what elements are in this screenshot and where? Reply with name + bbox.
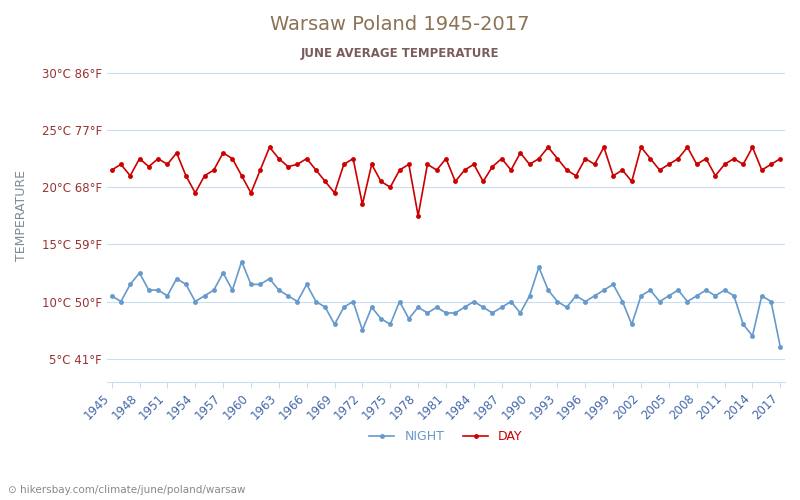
NIGHT bbox=[692, 293, 702, 299]
NIGHT bbox=[339, 304, 349, 310]
Legend: NIGHT, DAY: NIGHT, DAY bbox=[365, 425, 527, 448]
Line: NIGHT: NIGHT bbox=[110, 259, 782, 350]
DAY bbox=[265, 144, 274, 150]
DAY bbox=[702, 156, 711, 162]
DAY bbox=[729, 156, 738, 162]
NIGHT bbox=[107, 293, 117, 299]
NIGHT bbox=[674, 287, 683, 293]
DAY bbox=[339, 162, 349, 168]
Y-axis label: TEMPERATURE: TEMPERATURE bbox=[15, 170, 28, 262]
DAY bbox=[775, 156, 785, 162]
DAY bbox=[460, 167, 470, 173]
Text: JUNE AVERAGE TEMPERATURE: JUNE AVERAGE TEMPERATURE bbox=[301, 48, 499, 60]
NIGHT bbox=[265, 276, 274, 281]
Line: DAY: DAY bbox=[110, 144, 782, 218]
DAY bbox=[682, 144, 692, 150]
DAY bbox=[414, 213, 423, 219]
DAY bbox=[255, 167, 265, 173]
NIGHT bbox=[720, 287, 730, 293]
Text: ⊙ hikersbay.com/climate/june/poland/warsaw: ⊙ hikersbay.com/climate/june/poland/wars… bbox=[8, 485, 246, 495]
Text: Warsaw Poland 1945-2017: Warsaw Poland 1945-2017 bbox=[270, 15, 530, 34]
DAY bbox=[107, 167, 117, 173]
NIGHT bbox=[775, 344, 785, 350]
NIGHT bbox=[450, 310, 460, 316]
NIGHT bbox=[237, 258, 246, 264]
